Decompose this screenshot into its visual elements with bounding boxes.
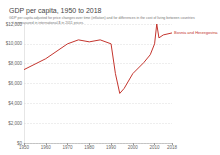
svg-text:1980: 1980 (84, 145, 95, 150)
svg-text:1970: 1970 (63, 145, 74, 150)
svg-text:2010: 2010 (150, 145, 161, 150)
svg-text:1960: 1960 (41, 145, 52, 150)
svg-text:– it is measured in internatio: – it is measured in international-$ in 2… (9, 21, 84, 25)
svg-text:GDP per capita, 1950 to 2018: GDP per capita, 1950 to 2018 (9, 7, 102, 15)
svg-text:$4,000: $4,000 (8, 101, 22, 106)
svg-text:GDP per capita adjusted for pr: GDP per capita adjusted for price change… (9, 16, 196, 20)
svg-text:2000: 2000 (128, 145, 139, 150)
svg-text:$6,000: $6,000 (8, 81, 22, 86)
svg-text:$2,000: $2,000 (8, 121, 22, 126)
svg-text:$10,000: $10,000 (6, 41, 23, 46)
svg-text:1950: 1950 (19, 145, 30, 150)
svg-text:1990: 1990 (106, 145, 117, 150)
svg-text:2018: 2018 (167, 145, 178, 150)
svg-text:$0: $0 (17, 140, 22, 146)
svg-text:$8,000: $8,000 (8, 61, 22, 66)
svg-text:Bosnia and Herzegovina: Bosnia and Herzegovina (174, 30, 218, 35)
